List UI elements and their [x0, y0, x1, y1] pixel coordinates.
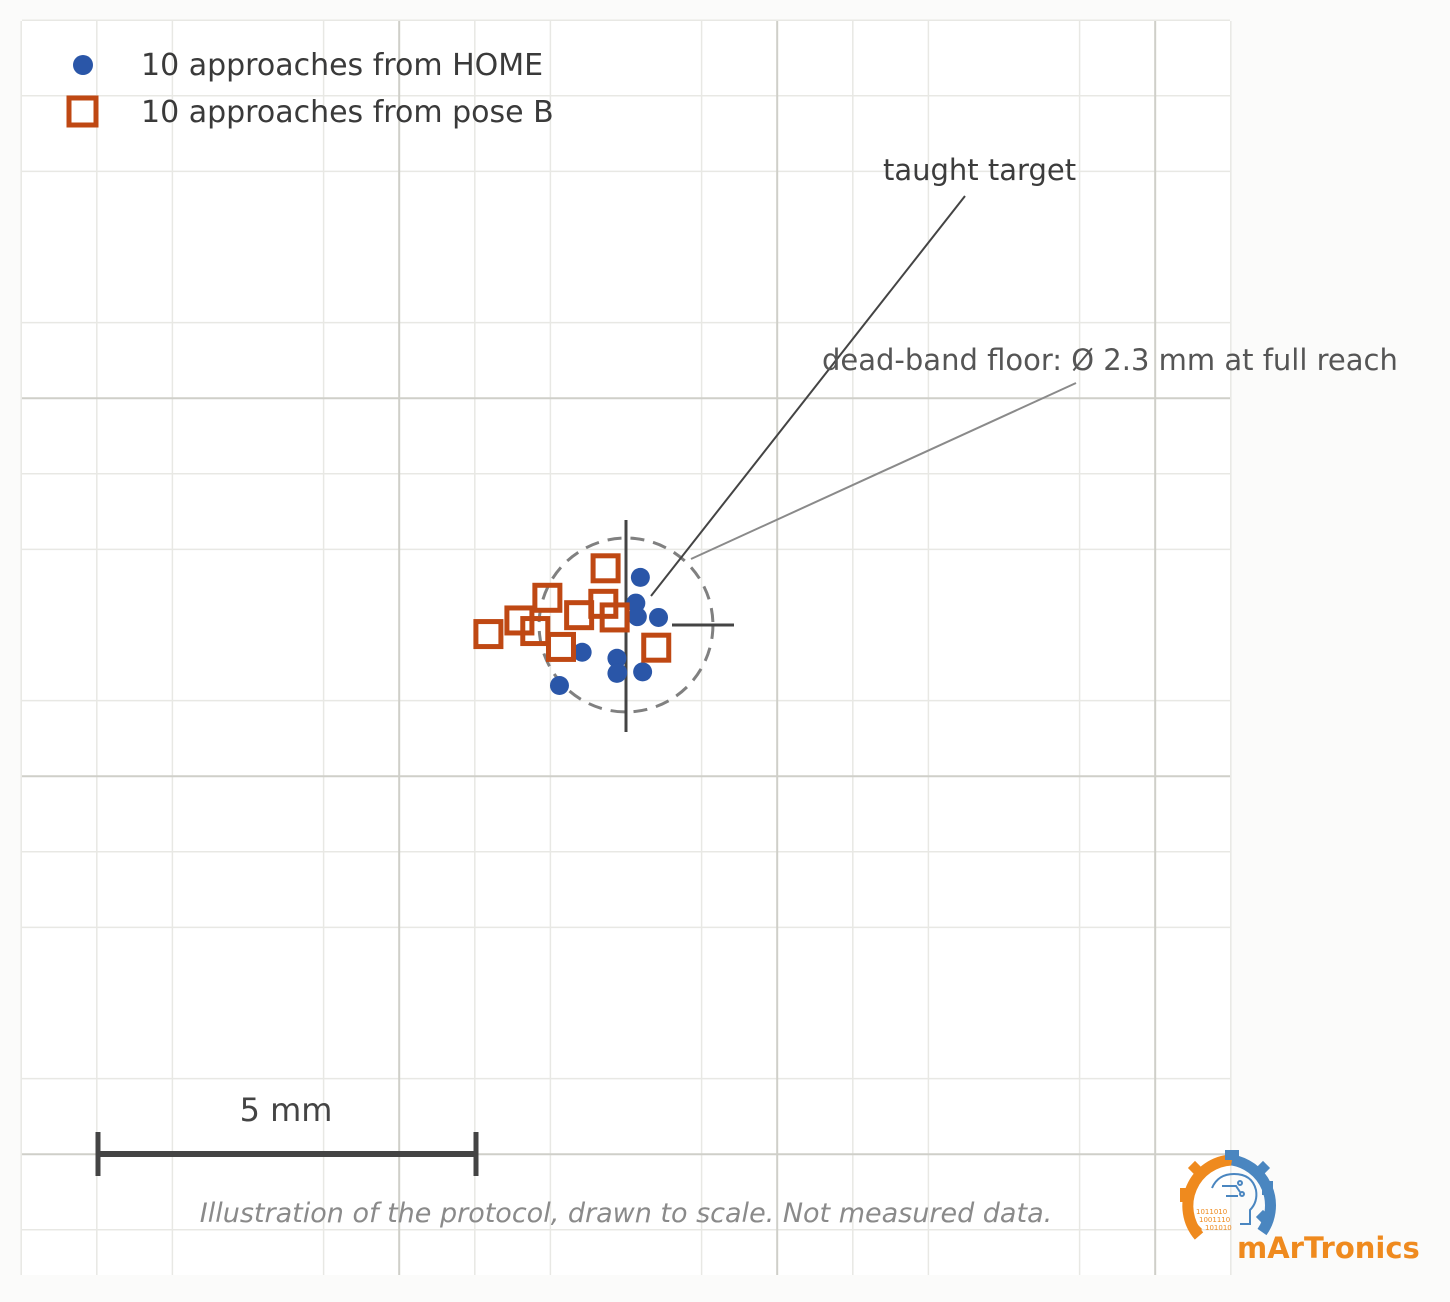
home-point	[627, 607, 647, 627]
target-leader-line	[650, 195, 966, 597]
martronics-logo: 1011010 1001110 101010 mArTronics	[1180, 1150, 1420, 1265]
pose-b-series	[473, 553, 672, 663]
target-label: taught target	[883, 153, 1076, 187]
home-point	[649, 607, 669, 627]
logo-wordmark: mArTronics	[1237, 1231, 1420, 1265]
pose-b-point	[590, 553, 621, 584]
pose-b-point	[532, 582, 563, 613]
deadband-leader-line	[690, 382, 1077, 560]
scale-bar: 5 mm	[95, 1091, 479, 1176]
legend-home-marker	[73, 55, 93, 75]
pose-b-point	[564, 600, 595, 631]
home-series	[549, 567, 669, 695]
logo-gear-teeth	[1225, 1150, 1273, 1225]
logo-gear-orange	[1182, 1154, 1233, 1240]
logo-gear-teeth-orange	[1180, 1160, 1203, 1237]
legend: 10 approaches from HOME 10 approaches fr…	[66, 48, 554, 130]
logo-bits-line-1: 1011010	[1196, 1208, 1227, 1216]
grid	[20, 19, 1232, 1275]
pose-b-point	[473, 619, 504, 650]
home-point	[572, 642, 592, 662]
pose-b-point	[545, 631, 576, 662]
home-point	[630, 567, 650, 587]
pose-b-point	[520, 616, 551, 647]
logo-bits: 1011010 1001110 101010	[1196, 1208, 1232, 1232]
logo-bits-line-2: 1001110	[1199, 1216, 1230, 1224]
pose-b-point	[599, 602, 630, 633]
legend-home-label: 10 approaches from HOME	[141, 48, 543, 83]
legend-pose-b-marker	[66, 95, 99, 128]
home-point	[607, 663, 627, 683]
legend-pose-b-label: 10 approaches from pose B	[141, 95, 554, 130]
logo-bits-line-3: 101010	[1205, 1224, 1232, 1232]
pose-b-point	[641, 632, 672, 663]
home-point	[607, 648, 627, 668]
home-point	[633, 662, 653, 682]
logo-circuit-head	[1211, 1172, 1258, 1225]
home-point	[549, 675, 569, 695]
scale-bar-label: 5 mm	[240, 1091, 333, 1129]
deadband-label: dead-band floor: Ø 2.3 mm at full reach	[822, 343, 1398, 377]
caption: Illustration of the protocol, drawn to s…	[200, 1198, 1052, 1229]
